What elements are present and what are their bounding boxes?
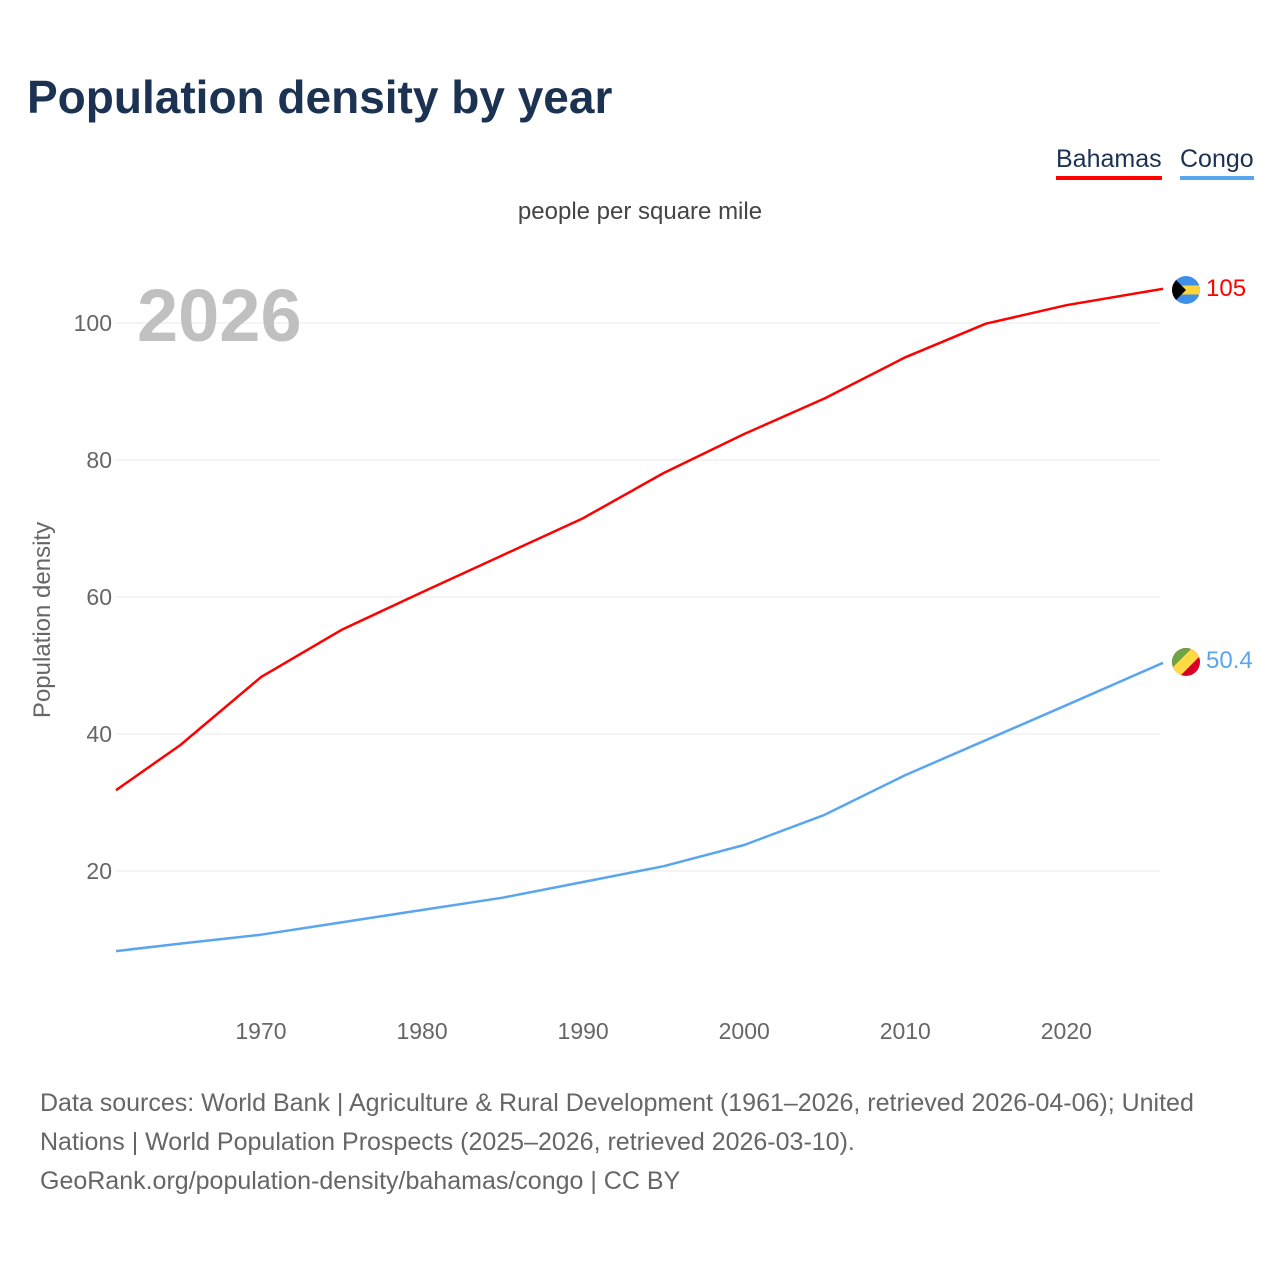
- chart-title: Population density by year: [27, 71, 613, 123]
- x-tick-label: 1990: [558, 1018, 609, 1044]
- y-axis-label: Population density: [29, 522, 56, 718]
- y-tick-label: 60: [86, 584, 112, 610]
- x-tick-label: 2020: [1041, 1018, 1092, 1044]
- x-tick-label: 1970: [235, 1018, 286, 1044]
- congo-flag-icon: [1172, 648, 1200, 676]
- legend-item-congo[interactable]: Congo: [1180, 145, 1254, 180]
- x-tick-label: 2000: [719, 1018, 770, 1044]
- x-tick-label: 1980: [396, 1018, 447, 1044]
- data-sources-text: Data sources: World Bank | Agriculture &…: [40, 1089, 1194, 1156]
- y-tick-label: 20: [86, 858, 112, 884]
- y-tick-label: 80: [86, 447, 112, 473]
- congo-end-label: 50.4: [1206, 647, 1253, 674]
- series-line-congo: [115, 661, 1164, 953]
- year-watermark: 2026: [137, 274, 302, 357]
- y-tick-label: 100: [74, 310, 112, 336]
- bahamas-end-label: 105: [1206, 275, 1246, 302]
- bahamas-flag-icon: [1172, 276, 1200, 304]
- chart-subtitle: people per square mile: [517, 198, 763, 225]
- series-line-bahamas: [115, 287, 1164, 792]
- legend-item-bahamas[interactable]: Bahamas: [1056, 145, 1162, 180]
- footer-sources: Data sources: World Bank | Agriculture &…: [40, 1084, 1250, 1201]
- attribution-link[interactable]: GeoRank.org/population-density/bahamas/c…: [40, 1167, 681, 1195]
- y-tick-label: 40: [86, 721, 112, 747]
- x-tick-label: 2010: [880, 1018, 931, 1044]
